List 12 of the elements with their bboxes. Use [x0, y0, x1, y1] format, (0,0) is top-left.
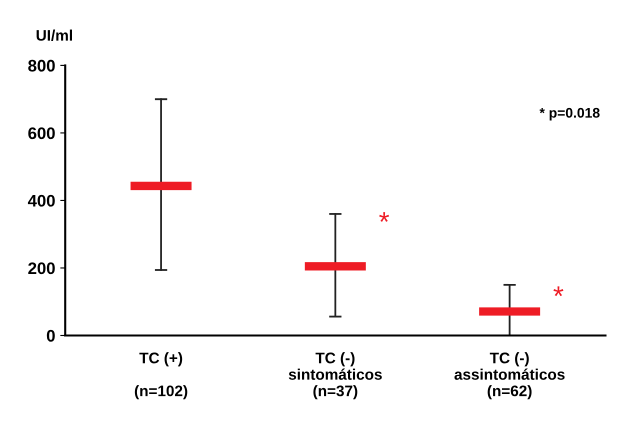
y-axis-title: UI/ml — [36, 30, 72, 41]
annotation: * — [553, 286, 564, 296]
x-tick-label: TC (-) sintomáticos (n=37) — [288, 352, 382, 400]
y-tick-label: 200 — [28, 262, 55, 274]
y-tick-label: 600 — [28, 127, 55, 140]
x-tick-label: TC (-) assintomáticos (n=62) — [454, 352, 565, 400]
annotation: * p=0.018 — [540, 108, 600, 120]
y-tick-label: 800 — [28, 60, 55, 72]
category-label: TC (+) (n=102) — [134, 352, 188, 400]
y-tick-label: 0 — [46, 330, 55, 342]
annotation: * — [379, 212, 390, 222]
y-tick-label: 400 — [28, 194, 55, 207]
